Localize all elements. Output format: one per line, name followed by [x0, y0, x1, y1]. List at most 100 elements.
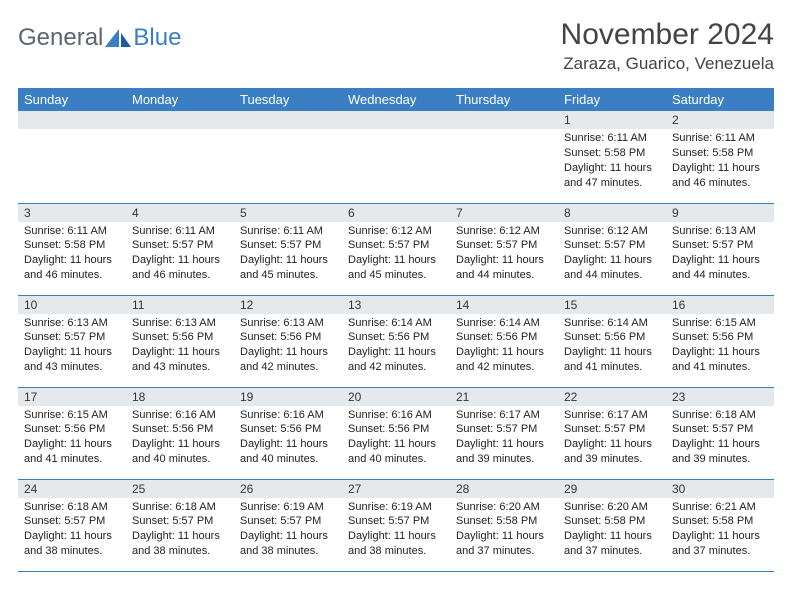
sunrise-line: Sunrise: 6:12 AM — [564, 224, 660, 239]
day-number: 29 — [558, 480, 666, 498]
daylight-line: Daylight: 11 hours and 39 minutes. — [456, 437, 552, 467]
day-cell: 15Sunrise: 6:14 AMSunset: 5:56 PMDayligh… — [558, 295, 666, 387]
dayname-4: Thursday — [450, 88, 558, 111]
sunset-line: Sunset: 5:56 PM — [564, 330, 660, 345]
day-body: Sunrise: 6:18 AMSunset: 5:57 PMDaylight:… — [666, 406, 774, 471]
day-cell: 2Sunrise: 6:11 AMSunset: 5:58 PMDaylight… — [666, 111, 774, 203]
dayname-5: Friday — [558, 88, 666, 111]
day-cell — [18, 111, 126, 203]
sunset-line: Sunset: 5:57 PM — [456, 238, 552, 253]
sunset-line: Sunset: 5:57 PM — [24, 514, 120, 529]
day-cell — [342, 111, 450, 203]
day-number: 16 — [666, 296, 774, 314]
daylight-line: Daylight: 11 hours and 47 minutes. — [564, 161, 660, 191]
month-title: November 2024 — [561, 18, 774, 52]
day-cell — [450, 111, 558, 203]
sunrise-line: Sunrise: 6:14 AM — [564, 316, 660, 331]
sunrise-line: Sunrise: 6:18 AM — [672, 408, 768, 423]
day-body: Sunrise: 6:21 AMSunset: 5:58 PMDaylight:… — [666, 498, 774, 563]
sunrise-line: Sunrise: 6:18 AM — [132, 500, 228, 515]
day-body: Sunrise: 6:16 AMSunset: 5:56 PMDaylight:… — [126, 406, 234, 471]
daylight-line: Daylight: 11 hours and 44 minutes. — [564, 253, 660, 283]
sunrise-line: Sunrise: 6:16 AM — [132, 408, 228, 423]
day-cell: 25Sunrise: 6:18 AMSunset: 5:57 PMDayligh… — [126, 479, 234, 571]
sunset-line: Sunset: 5:56 PM — [240, 330, 336, 345]
daylight-line: Daylight: 11 hours and 39 minutes. — [672, 437, 768, 467]
day-number — [450, 111, 558, 129]
week-row: 17Sunrise: 6:15 AMSunset: 5:56 PMDayligh… — [18, 387, 774, 479]
day-number: 23 — [666, 388, 774, 406]
day-number: 21 — [450, 388, 558, 406]
day-cell: 13Sunrise: 6:14 AMSunset: 5:56 PMDayligh… — [342, 295, 450, 387]
daylight-line: Daylight: 11 hours and 37 minutes. — [564, 529, 660, 559]
day-cell: 7Sunrise: 6:12 AMSunset: 5:57 PMDaylight… — [450, 203, 558, 295]
day-number: 12 — [234, 296, 342, 314]
day-body: Sunrise: 6:14 AMSunset: 5:56 PMDaylight:… — [558, 314, 666, 379]
day-number: 28 — [450, 480, 558, 498]
week-row: 3Sunrise: 6:11 AMSunset: 5:58 PMDaylight… — [18, 203, 774, 295]
day-cell: 24 Sunrise: 6:18 AMSunset: 5:57 PMDayligh… — [18, 479, 126, 571]
logo: General Blue — [18, 18, 181, 52]
day-body: Sunrise: 6:13 AMSunset: 5:56 PMDaylight:… — [126, 314, 234, 379]
daylight-line: Daylight: 11 hours and 38 minutes. — [24, 529, 120, 559]
sunset-line: Sunset: 5:57 PM — [672, 422, 768, 437]
daylight-line: Daylight: 11 hours and 46 minutes. — [672, 161, 768, 191]
sunrise-line: Sunrise: 6:18 AM — [24, 500, 120, 515]
day-body: Sunrise: 6:13 AMSunset: 5:56 PMDaylight:… — [234, 314, 342, 379]
day-body: Sunrise: 6:14 AMSunset: 5:56 PMDaylight:… — [450, 314, 558, 379]
sunset-line: Sunset: 5:58 PM — [456, 514, 552, 529]
sunrise-line: Sunrise: 6:21 AM — [672, 500, 768, 515]
header: General Blue November 2024 Zaraza, Guari… — [18, 18, 774, 78]
day-cell: 22Sunrise: 6:17 AMSunset: 5:57 PMDayligh… — [558, 387, 666, 479]
day-body: Sunrise: 6:14 AMSunset: 5:56 PMDaylight:… — [342, 314, 450, 379]
day-number: 27 — [342, 480, 450, 498]
daylight-line: Daylight: 11 hours and 46 minutes. — [24, 253, 120, 283]
day-number: 13 — [342, 296, 450, 314]
daylight-line: Daylight: 11 hours and 45 minutes. — [240, 253, 336, 283]
day-cell: 9Sunrise: 6:13 AMSunset: 5:57 PMDaylight… — [666, 203, 774, 295]
daylight-line: Daylight: 11 hours and 38 minutes. — [132, 529, 228, 559]
day-number: 24 — [18, 480, 126, 498]
sunrise-line: Sunrise: 6:17 AM — [456, 408, 552, 423]
day-body: Sunrise: 6:17 AMSunset: 5:57 PMDaylight:… — [558, 406, 666, 471]
location-line: Zaraza, Guarico, Venezuela — [561, 54, 774, 74]
day-body: Sunrise: 6:15 AMSunset: 5:56 PMDaylight:… — [18, 406, 126, 471]
day-number: 9 — [666, 204, 774, 222]
sunset-line: Sunset: 5:57 PM — [132, 514, 228, 529]
sunset-line: Sunset: 5:56 PM — [24, 422, 120, 437]
day-cell: 3Sunrise: 6:11 AMSunset: 5:58 PMDaylight… — [18, 203, 126, 295]
day-cell: 19Sunrise: 6:16 AMSunset: 5:56 PMDayligh… — [234, 387, 342, 479]
dayname-3: Wednesday — [342, 88, 450, 111]
sunrise-line: Sunrise: 6:16 AM — [348, 408, 444, 423]
sunrise-line: Sunrise: 6:12 AM — [456, 224, 552, 239]
sunset-line: Sunset: 5:57 PM — [240, 514, 336, 529]
day-number: 10 — [18, 296, 126, 314]
day-number: 5 — [234, 204, 342, 222]
sunrise-line: Sunrise: 6:13 AM — [240, 316, 336, 331]
day-cell: 23Sunrise: 6:18 AMSunset: 5:57 PMDayligh… — [666, 387, 774, 479]
week-row: 1Sunrise: 6:11 AMSunset: 5:58 PMDaylight… — [18, 111, 774, 203]
sunrise-line: Sunrise: 6:11 AM — [672, 131, 768, 146]
day-cell: 18Sunrise: 6:16 AMSunset: 5:56 PMDayligh… — [126, 387, 234, 479]
week-row: 24Sunrise: 6:18 AMSunset: 5:57 PMDayligh… — [18, 479, 774, 571]
sunrise-line: Sunrise: 6:14 AM — [348, 316, 444, 331]
daylight-line: Daylight: 11 hours and 43 minutes. — [24, 345, 120, 375]
day-number: 6 — [342, 204, 450, 222]
day-cell: 26Sunrise: 6:19 AMSunset: 5:57 PMDayligh… — [234, 479, 342, 571]
day-number: 1 — [558, 111, 666, 129]
dayname-2: Tuesday — [234, 88, 342, 111]
day-body: Sunrise: 6:12 AMSunset: 5:57 PMDaylight:… — [450, 222, 558, 287]
day-cell: 29Sunrise: 6:20 AMSunset: 5:58 PMDayligh… — [558, 479, 666, 571]
sunset-line: Sunset: 5:58 PM — [672, 514, 768, 529]
day-number: 11 — [126, 296, 234, 314]
day-number: 7 — [450, 204, 558, 222]
sunrise-line: Sunrise: 6:15 AM — [672, 316, 768, 331]
day-number — [342, 111, 450, 129]
day-body: Sunrise: 6:13 AMSunset: 5:57 PMDaylight:… — [666, 222, 774, 287]
day-cell: 20Sunrise: 6:16 AMSunset: 5:56 PMDayligh… — [342, 387, 450, 479]
day-body: Sunrise: 6:17 AMSunset: 5:57 PMDaylight:… — [450, 406, 558, 471]
sunset-line: Sunset: 5:57 PM — [132, 238, 228, 253]
sunset-line: Sunset: 5:56 PM — [456, 330, 552, 345]
day-cell: 10Sunrise: 6:13 AMSunset: 5:57 PMDayligh… — [18, 295, 126, 387]
daylight-line: Daylight: 11 hours and 43 minutes. — [132, 345, 228, 375]
